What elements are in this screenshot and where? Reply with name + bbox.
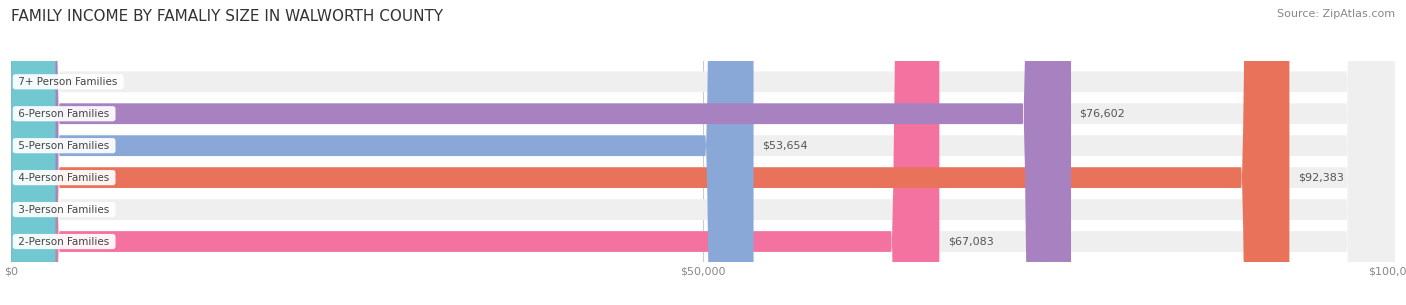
Text: Source: ZipAtlas.com: Source: ZipAtlas.com	[1277, 9, 1395, 19]
FancyBboxPatch shape	[11, 0, 1395, 305]
Text: 7+ Person Families: 7+ Person Families	[15, 77, 121, 87]
FancyBboxPatch shape	[11, 0, 1395, 305]
Text: $67,083: $67,083	[948, 237, 994, 246]
Text: 4-Person Families: 4-Person Families	[15, 173, 112, 183]
FancyBboxPatch shape	[11, 0, 754, 305]
Text: $0: $0	[63, 77, 77, 87]
Text: 3-Person Families: 3-Person Families	[15, 205, 112, 215]
Text: 5-Person Families: 5-Person Families	[15, 141, 112, 151]
FancyBboxPatch shape	[11, 0, 1395, 305]
Text: 6-Person Families: 6-Person Families	[15, 109, 112, 119]
FancyBboxPatch shape	[11, 0, 1395, 305]
FancyBboxPatch shape	[11, 0, 1395, 305]
Text: $0: $0	[63, 205, 77, 215]
FancyBboxPatch shape	[11, 0, 1395, 305]
FancyBboxPatch shape	[11, 0, 939, 305]
FancyBboxPatch shape	[11, 0, 1071, 305]
Text: FAMILY INCOME BY FAMALIY SIZE IN WALWORTH COUNTY: FAMILY INCOME BY FAMALIY SIZE IN WALWORT…	[11, 9, 443, 24]
FancyBboxPatch shape	[11, 0, 55, 305]
Text: $76,602: $76,602	[1080, 109, 1125, 119]
Text: $53,654: $53,654	[762, 141, 807, 151]
Text: 2-Person Families: 2-Person Families	[15, 237, 112, 246]
FancyBboxPatch shape	[11, 0, 1289, 305]
Text: $92,383: $92,383	[1298, 173, 1344, 183]
FancyBboxPatch shape	[11, 0, 55, 305]
